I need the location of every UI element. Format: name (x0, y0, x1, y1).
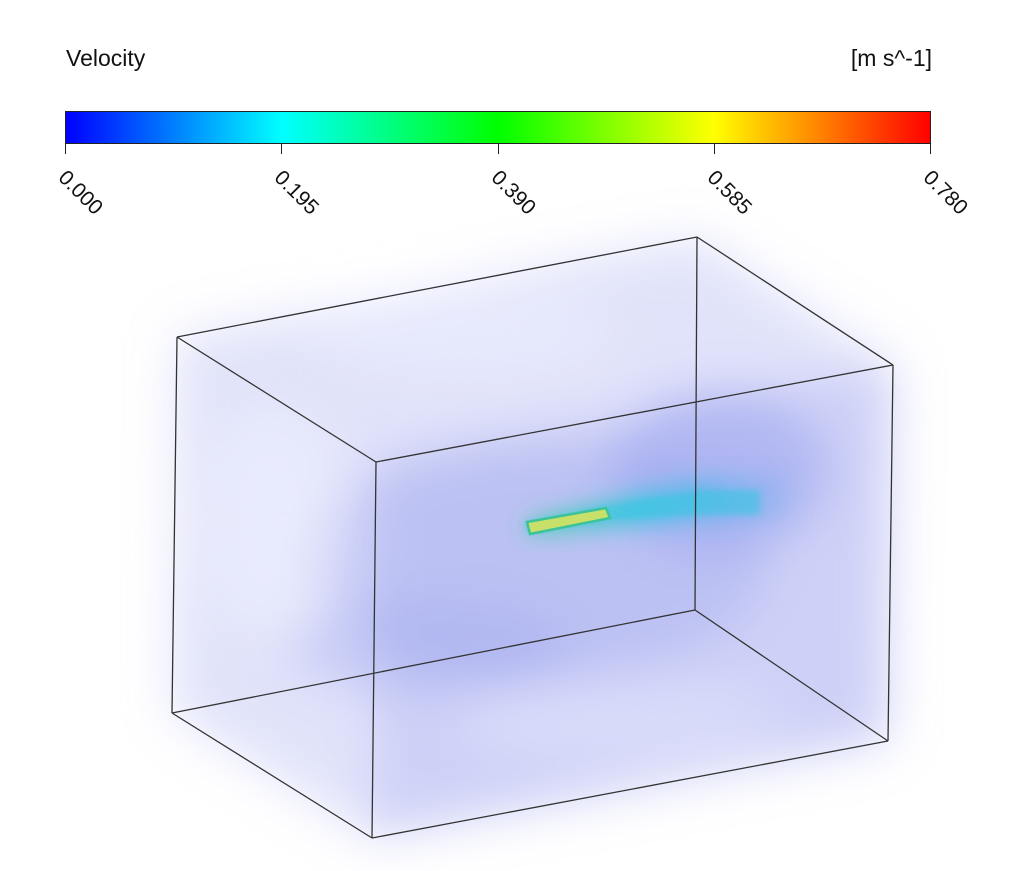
colorbar (65, 111, 931, 144)
legend-units: [m s^-1] (850, 45, 932, 71)
colorbar-tick-3 (714, 144, 715, 154)
fluid-volume (172, 237, 893, 838)
domain-box (171, 236, 894, 839)
colorbar-tick-0 (65, 144, 66, 154)
legend-title: Velocity (66, 45, 146, 71)
colorbar-tick-2 (498, 144, 499, 154)
velocity-jet (525, 474, 790, 536)
colorbar-tick-1 (281, 144, 282, 154)
colorbar-tick-4 (930, 144, 931, 154)
